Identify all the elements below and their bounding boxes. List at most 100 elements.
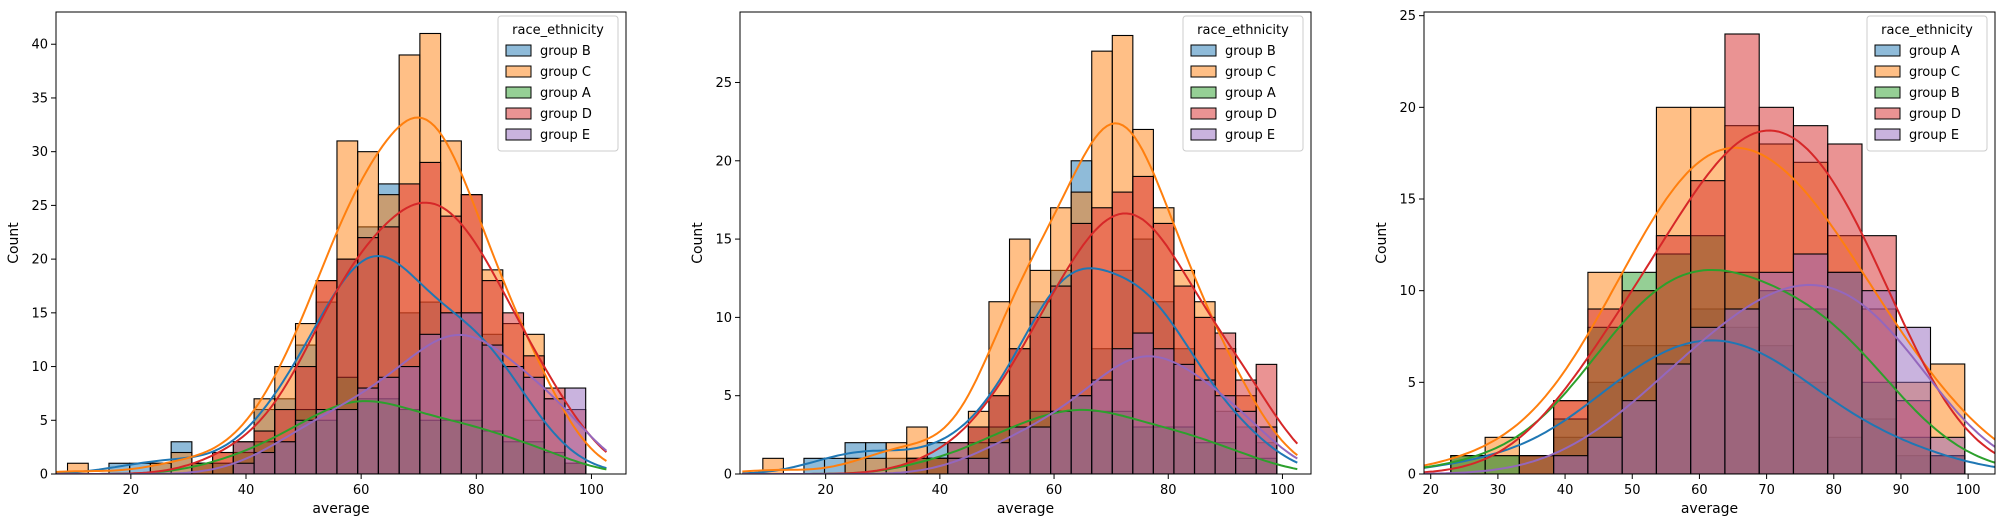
- y-tick-label: 20: [31, 253, 48, 268]
- y-tick-label: 10: [31, 360, 48, 375]
- y-tick-label: 30: [31, 145, 48, 160]
- legend-swatch: [505, 65, 532, 78]
- histogram-bar: [1587, 436, 1623, 474]
- plot-area: [56, 32, 608, 474]
- legend-title: race_ethnicity: [1881, 23, 1973, 38]
- x-axis-label: average: [1681, 501, 1738, 517]
- kde-line-group-b: [1424, 269, 1995, 469]
- legend-swatch: [505, 107, 532, 120]
- legend-swatch: [1874, 128, 1901, 141]
- histogram-bar: [522, 376, 545, 474]
- histogram-bar: [988, 442, 1011, 474]
- histogram-bar: [1655, 363, 1692, 474]
- legend-swatch: [1190, 128, 1217, 141]
- y-tick-label: 0: [40, 468, 48, 483]
- y-tick-label: 40: [31, 38, 48, 53]
- x-axis-label: average: [312, 501, 369, 517]
- kde-line-group-c: [56, 116, 607, 473]
- histogram-bar: [1690, 326, 1726, 474]
- histogram-bar: [1173, 363, 1196, 474]
- kde-line-group-e: [742, 355, 1298, 474]
- chart-panel-1: 20 40 60 80 100 0 5 10 15 20 25 30 35 40 average Count r…: [6, 11, 627, 517]
- y-tick-label: 15: [715, 233, 732, 248]
- histogram-bar: [253, 451, 276, 474]
- legend-entry: group D: [1225, 107, 1277, 122]
- y-axis-label: Count: [690, 222, 706, 264]
- series-group-e-bars: [947, 332, 1278, 474]
- kde-line-group-c: [742, 122, 1298, 473]
- legend-swatch: [505, 128, 532, 141]
- kde-line-group-e: [1424, 283, 1995, 474]
- histogram-bar: [419, 333, 442, 474]
- y-tick-label: 5: [40, 414, 48, 429]
- histogram-bar: [232, 462, 255, 474]
- legend-entry: group C: [1225, 65, 1276, 80]
- x-tick-label: 80: [1826, 483, 1843, 498]
- legend-swatch: [1874, 86, 1901, 99]
- kde-line-group-a: [1424, 339, 1995, 469]
- y-tick-label: 15: [31, 306, 48, 321]
- y-tick-label: 5: [724, 389, 732, 404]
- axes-frame: [739, 11, 1312, 475]
- kde-line-group-b: [742, 267, 1298, 474]
- histogram-bar: [1193, 379, 1216, 474]
- legend-entry: group D: [1909, 107, 1961, 122]
- histogram-bar: [967, 457, 990, 474]
- x-tick-label: 80: [1160, 483, 1177, 498]
- histogram-bar: [1724, 308, 1760, 474]
- legend-entry: group D: [540, 107, 592, 122]
- legend-entry: group C: [540, 65, 591, 80]
- y-tick-label: 0: [1408, 468, 1416, 483]
- legend-swatch: [505, 44, 532, 57]
- histogram-bar: [1214, 395, 1237, 474]
- legend-swatch: [1874, 44, 1901, 57]
- histogram-bar: [1070, 395, 1093, 474]
- x-tick-label: 90: [1893, 483, 1910, 498]
- legend-entry: group E: [1225, 128, 1275, 143]
- x-tick-label: 20: [817, 483, 834, 498]
- x-tick-label: 100: [1956, 483, 1981, 498]
- legend-swatch: [1190, 86, 1217, 99]
- legend-entry: group C: [1909, 65, 1960, 80]
- x-tick-label: 30: [1490, 483, 1507, 498]
- x-tick-label: 40: [1557, 483, 1574, 498]
- x-tick-label: 70: [1758, 483, 1775, 498]
- plot-area: [1424, 33, 1995, 474]
- legend-swatch: [505, 86, 532, 99]
- histogram-bar: [377, 376, 400, 474]
- histogram-bar: [1895, 326, 1932, 474]
- x-tick-label: 40: [932, 483, 949, 498]
- legend-swatch: [1874, 107, 1901, 120]
- legend-swatch: [1874, 65, 1901, 78]
- histogram-bar: [274, 441, 297, 474]
- axes-frame: [1423, 11, 1996, 475]
- histogram-bar: [1029, 426, 1052, 474]
- histogram-bar: [481, 344, 504, 474]
- histogram-bar: [1008, 426, 1031, 474]
- histogram-bar: [502, 366, 525, 474]
- legend-entry: group B: [1225, 44, 1276, 59]
- histogram-bar: [398, 366, 421, 474]
- legend-entry: group B: [540, 44, 591, 59]
- legend-entry: group E: [540, 128, 590, 143]
- x-tick-label: 60: [1691, 483, 1708, 498]
- legend-title: race_ethnicity: [1197, 23, 1289, 38]
- x-axis-label: average: [997, 501, 1054, 517]
- x-tick-label: 50: [1624, 483, 1641, 498]
- y-axis-label: Count: [6, 222, 22, 264]
- x-tick-label: 20: [123, 483, 140, 498]
- y-tick-label: 20: [715, 154, 732, 169]
- legend-entry: group B: [1909, 86, 1960, 101]
- legend-swatch: [1190, 44, 1217, 57]
- histogram-bar: [1132, 332, 1154, 474]
- x-tick-label: 60: [353, 483, 370, 498]
- y-tick-label: 5: [1408, 376, 1416, 391]
- histogram-bar: [543, 398, 566, 474]
- histogram-bar: [1758, 271, 1795, 474]
- histogram-bar: [1792, 253, 1829, 474]
